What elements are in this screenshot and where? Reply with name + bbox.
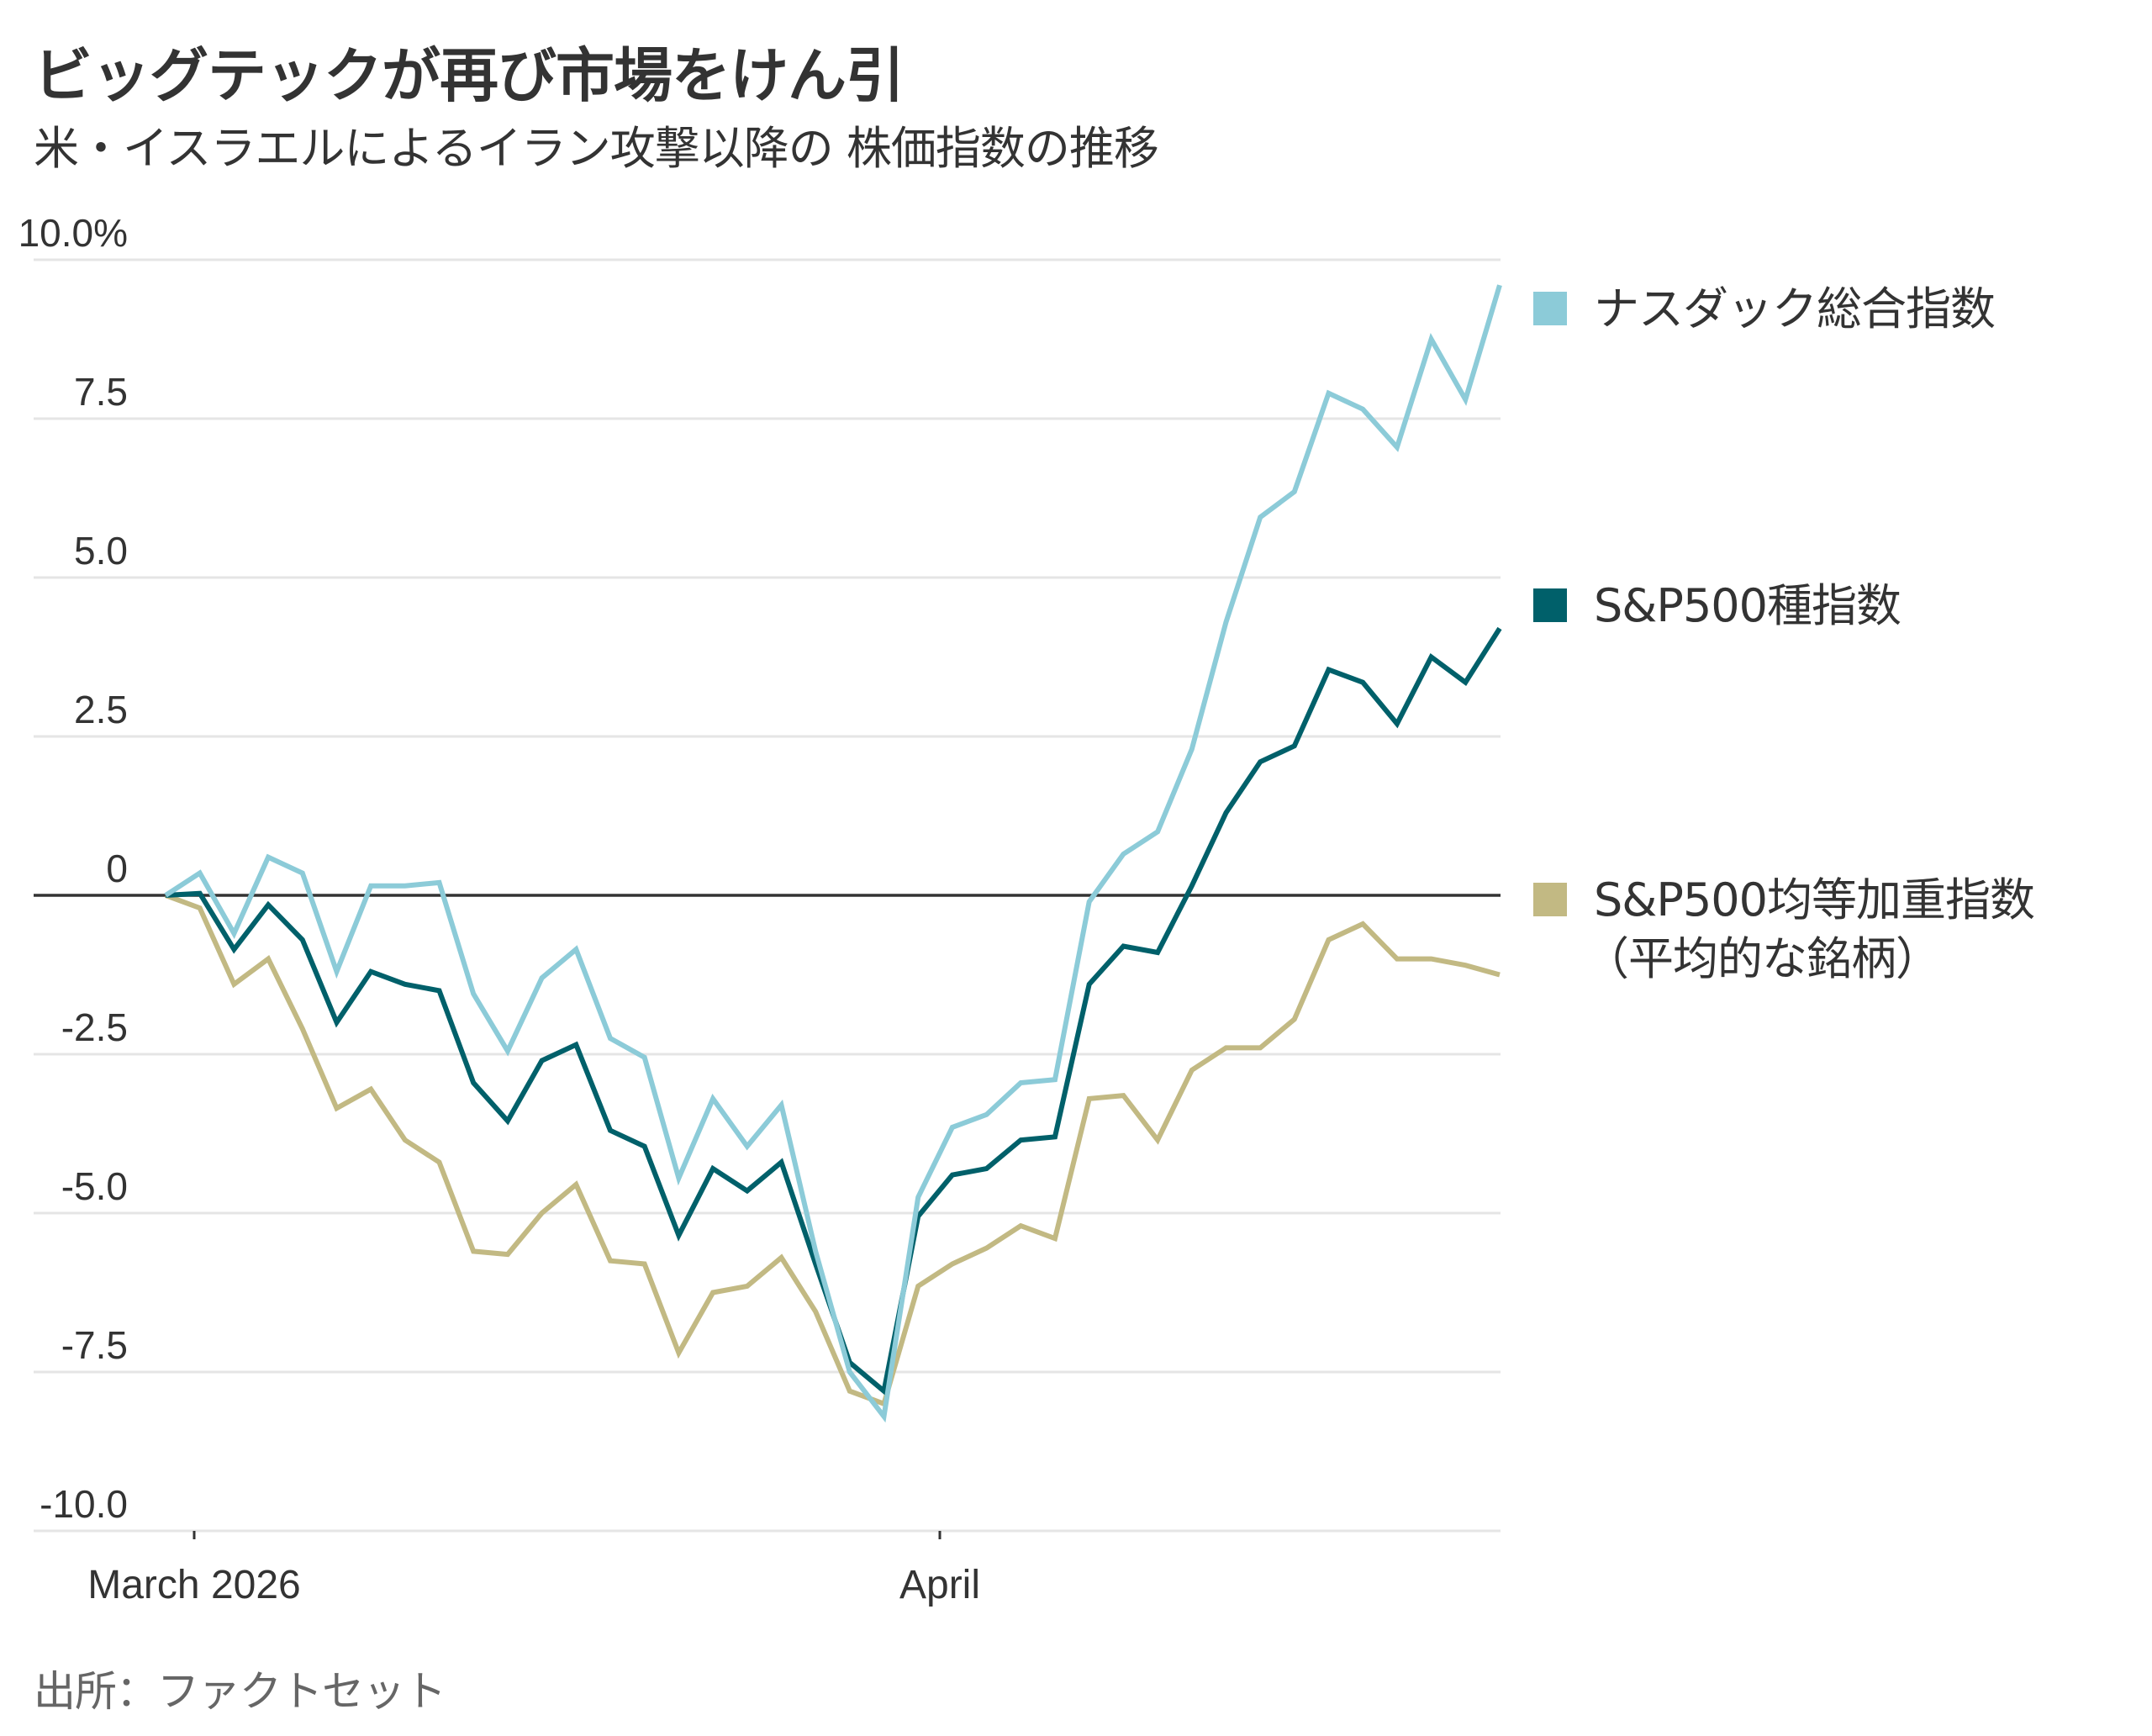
y-tick-label: -5.0 (61, 1164, 128, 1208)
y-tick-label: 10.0% (18, 211, 128, 255)
y-tick-label: 7.5 (74, 370, 128, 414)
source-note: 出所：ファクトセット (34, 1667, 446, 1716)
gridlines (34, 258, 1501, 1533)
series-lines (164, 284, 1502, 1423)
y-tick-label: 0 (106, 847, 128, 890)
y-tick-label: 2.5 (74, 688, 128, 731)
legend-label-equal-weight-note: （平均的な銘柄） (1584, 932, 1941, 985)
x-axis: March 2026 April (87, 1531, 980, 1607)
chart-title: ビッグテックが再び市場をけん引 (34, 41, 905, 110)
legend-swatch-equal-weight (1533, 883, 1567, 916)
legend-swatch-sp500 (1533, 588, 1567, 622)
series-line-equal-weight (164, 893, 1501, 1407)
chart-subtitle: 米・イスラエルによるイラン攻撃以降の 株価指数の推移 (34, 122, 1159, 175)
legend-label-nasdaq: ナスダック総合指数 (1594, 282, 1996, 335)
y-tick-label: -10.0 (40, 1482, 128, 1526)
y-tick-label: -2.5 (61, 1005, 128, 1049)
series-line-nasdaq (164, 284, 1502, 1423)
x-tick-label: April (899, 1563, 980, 1607)
legend-swatch-nasdaq (1533, 292, 1567, 325)
x-tick-label: March 2026 (87, 1563, 300, 1607)
y-tick-label: -7.5 (61, 1323, 128, 1367)
legend-label-sp500: S&P500種指数 (1594, 579, 1901, 632)
y-axis-labels: 10.0% 7.5 5.0 2.5 0 -2.5 -5.0 -7.5 -10.0 (18, 211, 128, 1526)
y-tick-label: 5.0 (74, 529, 128, 573)
legend-label-equal-weight: S&P500均等加重指数 (1594, 873, 2035, 926)
